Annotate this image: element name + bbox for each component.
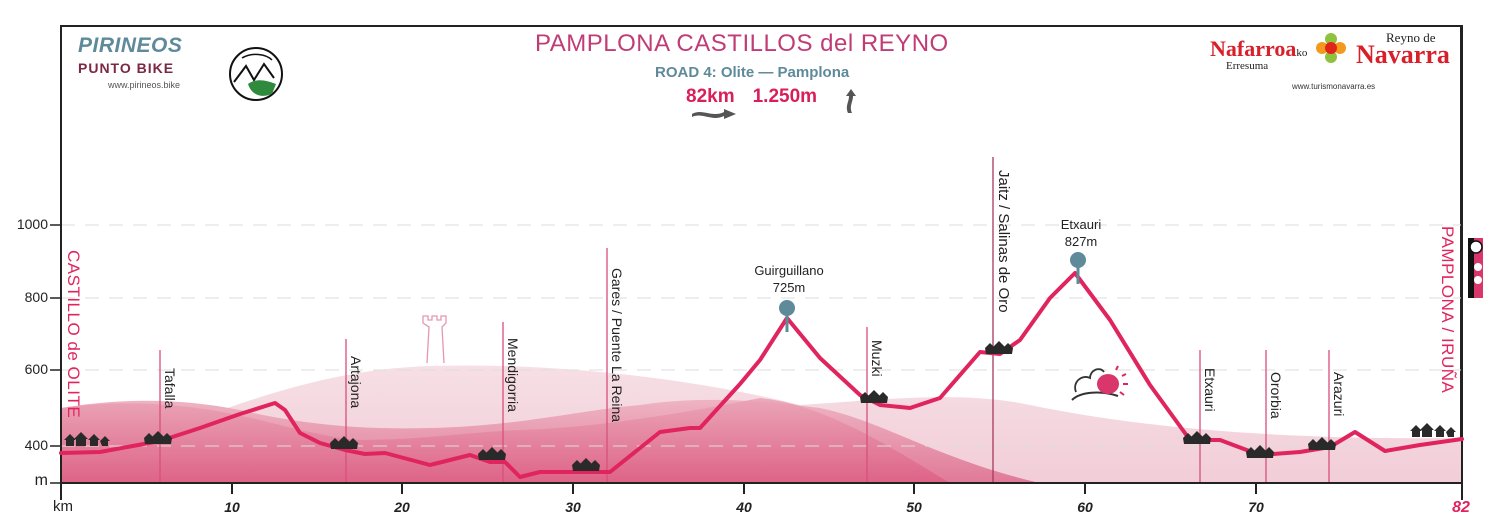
waypoint-label-etxauri-village: Etxauri (1202, 368, 1218, 412)
waypoint-label-artajona: Artajona (348, 356, 364, 409)
background-hill-front (61, 398, 950, 483)
waypoint-label-gares: Gares / Puente La Reina (609, 268, 625, 423)
cc-license-badge (1468, 238, 1483, 298)
x-tick-40: 40 (736, 499, 752, 515)
pirineos-logo-url[interactable]: www.pirineos.bike (108, 80, 181, 90)
page-title: PAMPLONA CASTILLOS del REYNO (535, 30, 949, 57)
town-icon-pamplona (1410, 423, 1456, 437)
x-tick-60: 60 (1077, 499, 1093, 515)
waypoint-label-tafalla: Tafalla (162, 368, 178, 409)
pirineos-logo-subtitle: PUNTO BIKE (78, 60, 175, 76)
castle-icon (422, 315, 447, 364)
y-tick-800: 800 (24, 289, 48, 305)
y-tick-400: 400 (24, 437, 48, 453)
waypoint-label-jaitz: Jaitz / Salinas de Oro (995, 170, 1012, 313)
waypoint-label-muzki: Muzki (869, 340, 885, 377)
start-label: CASTILLO de OLITE (64, 250, 83, 419)
peak-elevation: 827m (1064, 234, 1098, 249)
y-tick-1000: 1000 (16, 216, 48, 232)
peak-elevation: 725m (772, 280, 806, 295)
navarra-logo-nafarroa: Nafarroa (1210, 36, 1297, 61)
axes (60, 25, 1463, 500)
rider-icon (1071, 365, 1128, 401)
up-arrow-icon (846, 89, 856, 113)
peak-name: Guirguillano (754, 263, 824, 278)
waypoint-label-arazuri: Arazuri (1331, 372, 1347, 417)
pirineos-logo-title: PIRINEOS (78, 34, 183, 57)
grid-lines (61, 224, 1462, 447)
town-icons (64, 341, 1456, 471)
route-distance: 82km (686, 86, 735, 107)
x-tick-50: 50 (906, 499, 922, 515)
x-axis-ticks (231, 483, 1257, 494)
y-axis-ticks (50, 224, 61, 484)
navarra-logo-ko: ko (1296, 47, 1308, 59)
pirineos-logo-emblem (229, 47, 283, 101)
route-subtitle: ROAD 4: Olite — Pamplona (655, 64, 850, 81)
waypoint-label-mendigorria: Mendigorria (505, 338, 521, 412)
peak-label-etxauri: Etxauri 827m (1061, 216, 1101, 250)
waypoint-label-ororbia: Ororbia (1268, 372, 1284, 419)
route-elevation-gain: 1.250m (752, 86, 818, 107)
navarra-logo-erresuma: Erresuma (1226, 60, 1269, 72)
y-axis-unit: m (34, 472, 48, 489)
navarra-logo-navarra: Navarra (1356, 40, 1450, 69)
x-tick-70: 70 (1248, 499, 1264, 515)
pirineos-logo[interactable]: PIRINEOS PUNTO BIKE www.pirineos.bike (78, 34, 182, 90)
x-tick-30: 30 (565, 499, 581, 515)
peak-label-guirguillano: Guirguillano 725m (754, 262, 823, 296)
peak-marker-guirguillano (779, 300, 795, 332)
route-stats: 82km 1.250m (686, 86, 835, 108)
x-tick-20: 20 (394, 499, 410, 515)
x-tick-82-end: 82 (1452, 499, 1470, 516)
navarra-logo-reyno: Reyno de (1386, 30, 1436, 45)
right-wavy-arrow-icon (692, 109, 736, 119)
peak-name: Etxauri (1060, 217, 1102, 232)
x-axis-unit: km (53, 498, 73, 515)
town-icon-olite (64, 432, 110, 446)
navarra-flower-logo (1316, 33, 1346, 63)
x-tick-10: 10 (224, 499, 240, 515)
peak-marker-etxauri (1070, 252, 1086, 284)
end-label: PAMPLONA / IRUÑA (1438, 226, 1457, 394)
y-tick-600: 600 (24, 361, 48, 377)
navarra-logo-url[interactable]: www.turismonavarra.es (1292, 82, 1376, 91)
